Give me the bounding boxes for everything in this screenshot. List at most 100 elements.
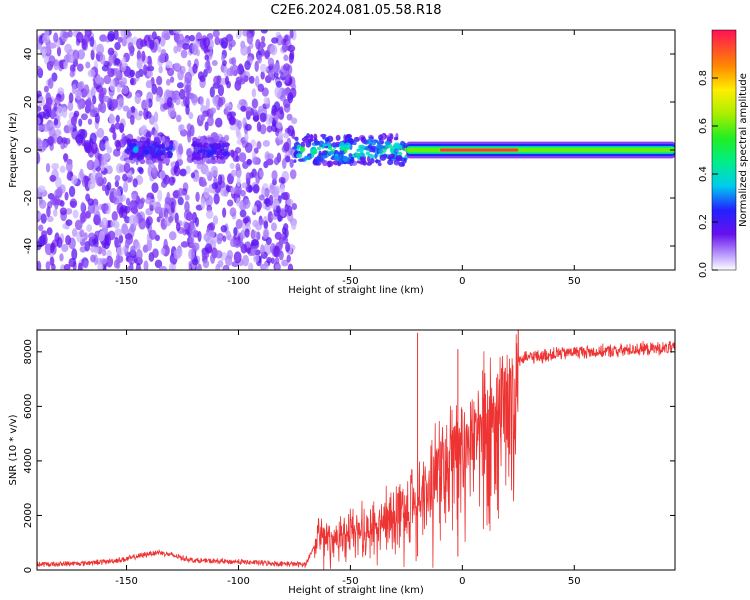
noise-mark [228, 116, 236, 126]
noise-mark [94, 76, 102, 84]
noise-mark [37, 105, 42, 112]
signal-mark [398, 161, 405, 167]
noise-mark [187, 131, 192, 143]
noise-mark [59, 207, 67, 216]
signal-mark [331, 142, 337, 148]
noise-mark [116, 84, 121, 93]
noise-mark [94, 113, 100, 124]
noise-mark [144, 197, 153, 205]
signal-mark [324, 136, 330, 143]
signal-mark [161, 135, 166, 143]
noise-mark [173, 249, 182, 260]
noise-mark [255, 38, 261, 50]
noise-mark [187, 59, 192, 68]
noise-mark [229, 207, 237, 217]
noise-mark [266, 125, 273, 133]
noise-mark [132, 215, 139, 227]
noise-mark [130, 105, 136, 114]
noise-mark [168, 263, 175, 270]
signal-mark [376, 145, 384, 150]
noise-mark [85, 145, 92, 154]
noise-mark [113, 30, 119, 41]
signal-mark [338, 159, 343, 163]
signal-mark [367, 138, 373, 145]
signal-mark [335, 134, 341, 141]
signal-mark [314, 140, 321, 146]
noise-mark [95, 171, 103, 183]
noise-mark [160, 247, 166, 255]
noise-mark [40, 213, 47, 224]
noise-mark [75, 134, 83, 144]
signal-mark [335, 144, 340, 148]
noise-mark [159, 35, 166, 47]
noise-mark [283, 132, 289, 139]
noise-mark [274, 62, 281, 74]
signal-mark [377, 162, 382, 167]
noise-mark [73, 110, 80, 118]
noise-mark [90, 49, 95, 61]
noise-mark [87, 198, 94, 206]
signal-mark [293, 159, 297, 163]
noise-mark [262, 139, 271, 147]
signal-mark [153, 152, 160, 157]
noise-mark [263, 97, 269, 105]
signal-mark [339, 145, 345, 151]
y-tick-label: 40 [23, 48, 34, 61]
noise-mark [212, 95, 220, 105]
noise-mark [122, 173, 128, 182]
noise-mark [188, 248, 196, 260]
noise-mark [274, 263, 282, 270]
noise-mark [173, 62, 181, 71]
noise-mark [101, 64, 109, 72]
noise-mark [182, 43, 190, 50]
noise-mark [47, 136, 55, 145]
signal-mark [191, 153, 197, 157]
y-tick-label: 8000 [23, 339, 34, 364]
noise-mark [67, 100, 74, 112]
y-tick-label: 4000 [23, 448, 34, 473]
noise-mark [57, 87, 65, 95]
noise-mark [267, 57, 275, 67]
signal-mark [321, 150, 328, 156]
noise-mark [49, 42, 57, 49]
signal-mark [356, 148, 361, 152]
noise-mark [234, 184, 242, 196]
noise-mark [200, 114, 206, 121]
noise-mark [94, 158, 100, 168]
noise-mark [192, 242, 200, 252]
noise-mark [154, 201, 162, 214]
noise-mark [113, 67, 120, 78]
colorbar-ticks: 0.0 0.2 0.4 0.6 0.8 [698, 70, 718, 278]
noise-mark [259, 170, 264, 178]
noise-mark [265, 113, 273, 126]
noise-mark [38, 224, 44, 232]
signal-mark [377, 149, 384, 154]
noise-mark [103, 74, 112, 85]
noise-mark [86, 224, 93, 233]
signal-mark [199, 136, 205, 141]
noise-mark [56, 237, 63, 248]
noise-mark [79, 211, 88, 223]
signal-mark [348, 153, 353, 158]
noise-mark [68, 92, 74, 104]
noise-mark [220, 224, 228, 233]
noise-mark [37, 260, 42, 270]
noise-mark [136, 58, 143, 70]
signal-mark [388, 153, 396, 159]
noise-mark [245, 172, 251, 183]
snr-y-ticks: 0 2000 4000 6000 8000 [23, 339, 675, 573]
signal-mark [153, 136, 161, 143]
signal-mark [125, 159, 132, 164]
noise-mark [286, 113, 293, 121]
noise-mark [81, 137, 86, 147]
noise-mark [87, 118, 93, 125]
signal-mark [164, 153, 169, 159]
signal-mark [313, 133, 318, 141]
noise-mark [266, 153, 274, 160]
noise-mark [89, 132, 97, 145]
noise-mark [199, 75, 206, 83]
noise-mark [229, 162, 235, 169]
noise-mark [291, 220, 297, 231]
noise-mark [260, 71, 265, 80]
